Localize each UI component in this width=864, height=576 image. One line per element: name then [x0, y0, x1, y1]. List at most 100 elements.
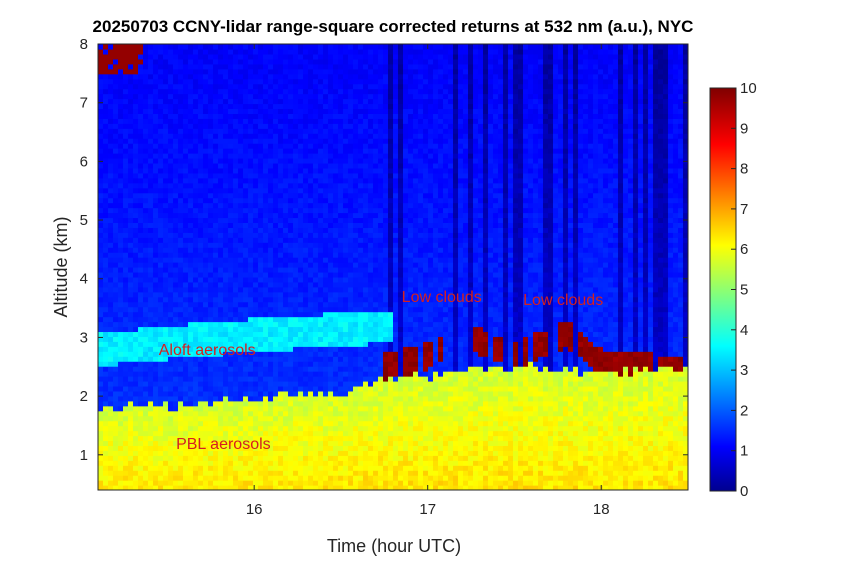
heatmap-cell [113, 222, 119, 228]
heatmap-cell [183, 336, 189, 342]
heatmap-cell [343, 485, 349, 490]
heatmap-cell [268, 286, 274, 293]
heatmap-cell [178, 321, 184, 328]
heatmap-cell [253, 73, 259, 80]
heatmap-cell [158, 395, 164, 402]
heatmap-cell [203, 445, 209, 451]
heatmap-cell [193, 123, 199, 129]
heatmap-cell [323, 400, 329, 407]
heatmap-cell [143, 98, 149, 105]
heatmap-cell [188, 68, 194, 75]
heatmap-cell [243, 321, 249, 328]
heatmap-cell [188, 78, 194, 85]
heatmap-cell [363, 460, 369, 466]
heatmap-cell [253, 455, 259, 461]
heatmap-cell [278, 212, 284, 219]
heatmap-cell [228, 227, 234, 233]
heatmap-cell [143, 326, 149, 333]
heatmap-cell [313, 450, 319, 456]
heatmap-cell [298, 351, 304, 357]
heatmap-cell [363, 138, 369, 144]
heatmap-cell [108, 138, 114, 144]
heatmap-cell [353, 227, 359, 233]
heatmap-cell [253, 445, 259, 451]
heatmap-cell [163, 93, 169, 100]
heatmap-cell [118, 138, 124, 144]
heatmap-cell [353, 311, 359, 318]
heatmap-cell [188, 400, 194, 407]
heatmap-cell [243, 73, 249, 80]
heatmap-cell [113, 376, 119, 382]
heatmap-cell [128, 157, 134, 164]
heatmap-cell [208, 346, 214, 352]
heatmap-cell [178, 296, 184, 303]
heatmap-cell [168, 167, 174, 174]
heatmap-column [303, 44, 309, 490]
heatmap-cell [143, 93, 149, 100]
heatmap-cell [318, 118, 324, 124]
heatmap-cell [358, 301, 364, 308]
heatmap-cell [143, 262, 149, 268]
heatmap-cell [198, 133, 204, 139]
heatmap-cell [158, 197, 164, 204]
heatmap-cell [368, 217, 374, 223]
heatmap-cell [113, 341, 119, 347]
heatmap-cell [313, 93, 319, 100]
heatmap-cell [143, 306, 149, 313]
heatmap-cell [128, 93, 134, 100]
heatmap-cell [233, 58, 239, 65]
heatmap-cell [313, 485, 319, 490]
heatmap-cell [318, 53, 324, 60]
heatmap-column [183, 44, 189, 490]
heatmap-cell [143, 430, 149, 437]
heatmap-cell [108, 53, 114, 60]
heatmap-cell [178, 445, 184, 451]
heatmap-cell [323, 301, 329, 308]
heatmap-cell [158, 460, 164, 466]
heatmap-cell [113, 262, 119, 268]
heatmap-cell [223, 321, 229, 328]
heatmap-cell [133, 257, 139, 263]
heatmap-cell [233, 351, 239, 357]
heatmap-cell [163, 366, 169, 372]
heatmap-cell [313, 257, 319, 263]
heatmap-cell [308, 172, 314, 179]
heatmap-cell [233, 460, 239, 466]
heatmap-cell [328, 148, 334, 154]
heatmap-cell [243, 400, 249, 407]
heatmap-cell [118, 376, 124, 382]
heatmap-cell [153, 167, 159, 174]
heatmap-cell [353, 326, 359, 333]
heatmap-cell [283, 83, 289, 90]
heatmap-cell [363, 380, 369, 387]
heatmap-cell [213, 415, 219, 422]
heatmap-cell [188, 237, 194, 243]
heatmap-cell [103, 420, 109, 427]
heatmap-cell [343, 405, 349, 412]
heatmap-cell [148, 371, 154, 377]
heatmap-cell [168, 267, 174, 273]
heatmap-cell [113, 157, 119, 164]
heatmap-cell [208, 227, 214, 233]
heatmap-cell [318, 306, 324, 313]
heatmap-cell [363, 351, 369, 357]
heatmap-cell [233, 425, 239, 432]
heatmap-cell [193, 405, 199, 412]
heatmap-cell [368, 162, 374, 169]
heatmap-cell [233, 88, 239, 95]
heatmap-cell [133, 425, 139, 432]
heatmap-cell [208, 133, 214, 139]
heatmap-cell [288, 262, 294, 268]
heatmap-cell [113, 316, 119, 323]
heatmap-cell [248, 455, 254, 461]
heatmap-cell [228, 222, 234, 228]
heatmap-cell [353, 371, 359, 377]
heatmap-cell [328, 361, 334, 367]
heatmap-cell [123, 167, 129, 174]
heatmap-cell [263, 78, 269, 85]
heatmap-cell [188, 207, 194, 214]
heatmap-cell [323, 48, 329, 55]
heatmap-cell [303, 346, 309, 352]
heatmap-cell [273, 321, 279, 328]
heatmap-cell [208, 410, 214, 417]
